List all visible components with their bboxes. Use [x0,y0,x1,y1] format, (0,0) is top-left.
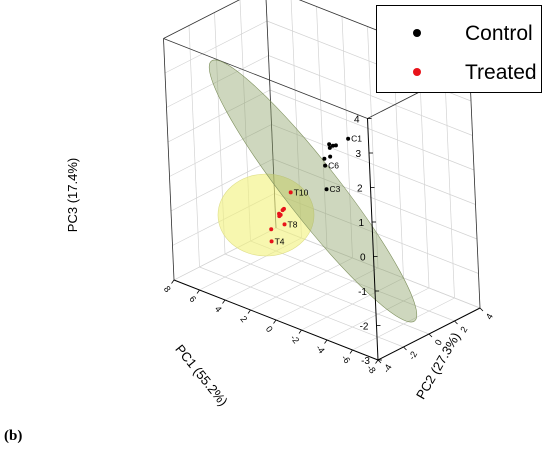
x-tick-label: 0 [264,324,275,334]
treated-point-label: T8 [288,219,298,229]
control-point [324,187,329,192]
treated-point [269,239,274,244]
z-tick-label: -2 [360,322,369,333]
box-edge [469,66,481,309]
control-point-label: C6 [328,161,339,171]
legend-item-control: Control [377,16,541,52]
back-wall-gridline [188,25,200,268]
x-tick-label: 6 [187,294,198,304]
control-point-label: C1 [351,134,362,144]
y-tick-label: -4 [381,363,394,375]
x-tick [222,299,226,304]
box-edge [163,38,175,281]
treated-point [281,206,286,211]
floor-gridline [352,297,455,351]
floor-gridline [224,247,328,301]
legend-label-treated: Treated [465,61,537,84]
z-tick-label: 2 [357,184,363,195]
side-wall-gridline [272,158,478,240]
panel-label: (b) [4,428,23,444]
control-point-label: C3 [330,184,341,194]
legend-marker-control [413,29,421,37]
side-wall-gridline [316,6,328,249]
treated-point-label: T10 [294,187,309,197]
x-tick [273,319,277,324]
z-axis-title: PC3 (17.4%) [65,158,80,232]
box-edge [163,0,240,39]
y-tick-label: 4 [484,312,495,321]
control-point [328,154,333,159]
back-wall-gridline [169,124,272,177]
treated-point-label: T4 [275,236,285,246]
control-confidence-ellipse [208,59,418,323]
treated-point [278,212,283,217]
treated-point [282,222,287,227]
x-tick-label: -4 [314,343,327,356]
box-edge [163,38,368,119]
back-wall-gridline [170,158,274,212]
y-tick [454,320,458,325]
y-tick [377,359,382,364]
control-point [330,143,335,148]
side-wall-gridline [271,124,476,205]
y-tick-label: 2 [458,325,469,334]
control-point [322,156,327,161]
x-tick-label: -6 [339,353,352,366]
x-tick [349,349,353,354]
legend-marker-treated [413,68,421,76]
floor-gridline [301,277,404,331]
x-tick [324,339,328,344]
x-tick [298,329,302,334]
control-point [323,163,328,168]
z-tick-label: 0 [360,253,366,264]
legend: Control Treated [376,5,542,93]
z-tick-label: 1 [358,218,364,229]
side-wall-gridline [367,26,379,269]
treated-confidence-ellipse [217,173,315,257]
z-tick-label: 4 [354,115,360,126]
legend-item-treated: Treated [377,55,541,91]
floor-gridline [250,257,353,311]
x-tick-label: 2 [238,314,249,324]
y-tick [479,307,484,312]
x-axis-title: PC1 (55.2%) [172,342,230,409]
floor-gridline [326,287,430,341]
x-tick-label: -2 [288,333,301,346]
back-wall-gridline [167,89,271,143]
control-point [327,145,332,150]
z-axis-line [367,118,379,361]
side-wall-gridline [268,55,473,136]
floor-gridline [275,267,379,321]
z-tick-label: -1 [358,287,367,298]
treated-point [269,227,274,232]
side-wall-gridline [275,227,481,309]
side-wall-gridline [269,89,475,171]
x-tick [247,309,251,314]
x-tick-label: 8 [162,284,173,294]
x-tick-label: 4 [213,304,224,314]
x-tick [196,289,200,294]
y-tick-label: -2 [407,350,420,362]
back-wall-gridline [164,20,268,74]
legend-label-control: Control [465,22,533,45]
back-wall-gridline [166,55,269,108]
y-tick-label: 0 [433,338,444,347]
treated-point [288,190,293,195]
control-point [346,136,351,141]
x-tick [375,359,379,364]
confidence-ellipses [208,59,418,323]
z-tick-label: -3 [361,356,370,367]
y-tick [403,346,407,351]
control-point [327,142,332,147]
z-tick-label: 3 [355,149,361,160]
x-tick [171,279,175,284]
side-wall-gridline [443,56,455,299]
control-point [333,143,338,148]
y-tick [428,333,433,338]
